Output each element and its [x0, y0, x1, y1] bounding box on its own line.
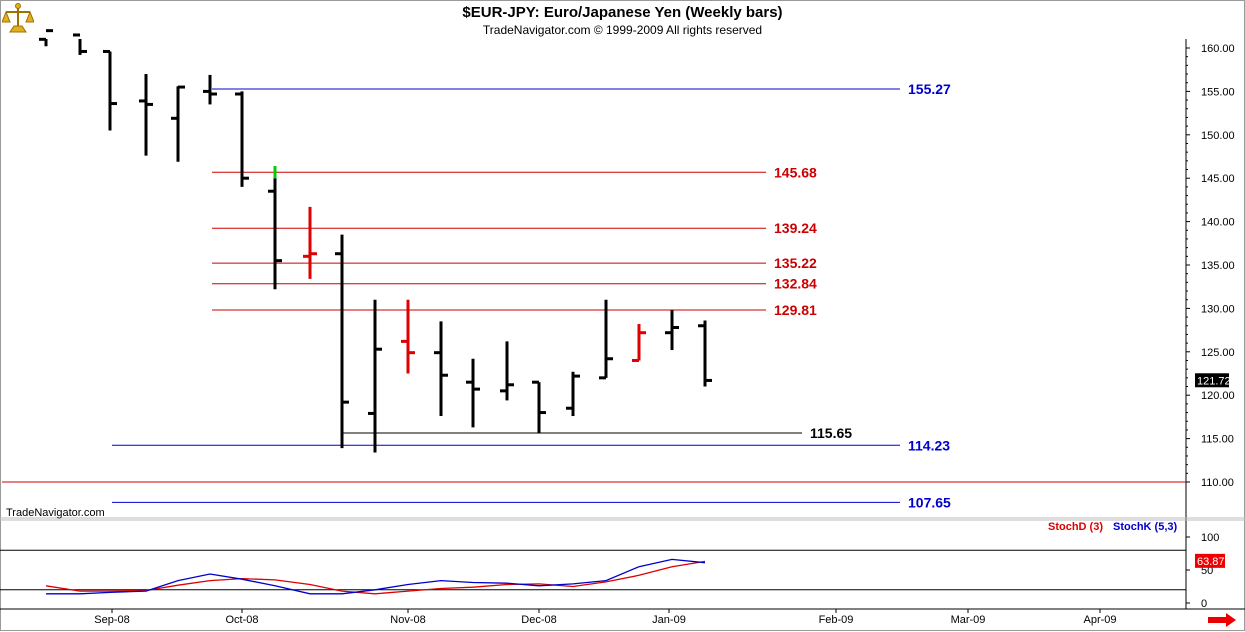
ohlc-bar	[203, 74, 217, 105]
y-tick-label: 115.00	[1201, 434, 1234, 446]
ohlc-bar	[303, 206, 317, 279]
ohlc-bar	[698, 320, 712, 387]
ohlc-bar	[171, 85, 185, 162]
stoch-y-tick-label: 100	[1201, 532, 1219, 544]
level-label: 115.65	[810, 425, 852, 441]
chart-title: $EUR-JPY: Euro/Japanese Yen (Weekly bars…	[462, 4, 783, 21]
ohlc-bar	[335, 234, 349, 449]
ohlc-bar	[632, 324, 646, 362]
x-tick-label: Sep-08	[94, 614, 129, 626]
level-label: 155.27	[908, 81, 951, 97]
ohlc-bar	[73, 33, 87, 55]
watermark-label: TradeNavigator.com	[6, 507, 105, 519]
level-label: 114.23	[908, 437, 950, 453]
y-tick-label: 130.00	[1201, 303, 1235, 315]
y-tick-label: 125.00	[1201, 347, 1235, 359]
ohlc-bar	[665, 310, 679, 351]
ohlc-bar	[434, 321, 448, 417]
trade-navigator-logo-icon	[1, 2, 35, 41]
ohlc-bar	[599, 299, 613, 380]
x-tick-label: Nov-08	[390, 614, 425, 626]
x-tick-label: Oct-08	[225, 614, 258, 626]
ohlc-bar	[268, 178, 282, 290]
level-label: 139.24	[774, 220, 817, 236]
chart-subtitle: TradeNavigator.com © 1999-2009 All right…	[482, 23, 763, 37]
x-tick-label: Mar-09	[951, 614, 986, 626]
ohlc-bar	[466, 358, 480, 428]
level-label: 129.81	[774, 302, 817, 318]
stoch-y-tick-label: 0	[1201, 598, 1207, 610]
y-tick-label: 135.00	[1201, 260, 1235, 272]
ohlc-bar	[500, 341, 514, 401]
y-tick-label: 150.00	[1201, 130, 1235, 142]
x-tick-label: Dec-08	[521, 614, 556, 626]
ohlc-bar	[235, 91, 249, 187]
y-tick-label: 145.00	[1201, 173, 1235, 185]
stoch-k-legend: StochK (5,3)	[1113, 521, 1178, 533]
x-tick-label: Jan-09	[652, 614, 686, 626]
price-y-axis: 160.00 155.00 150.00 145.00 140.00 135.00 130.…	[1186, 43, 1235, 489]
last-price-box	[1195, 373, 1229, 388]
stoch-d-line	[45, 560, 706, 595]
ohlc-bar	[566, 371, 580, 417]
x-tick-label: Apr-09	[1083, 614, 1116, 626]
level-label: 107.65	[908, 494, 951, 510]
level-label: 132.84	[774, 276, 817, 292]
stoch-d-legend: StochD (3)	[1048, 521, 1103, 533]
stoch-k-line	[46, 558, 706, 595]
y-tick-label: 110.00	[1201, 477, 1234, 489]
right-arrow-icon[interactable]	[1208, 613, 1236, 632]
stoch-last-value-box	[1195, 553, 1225, 568]
level-label: 145.68	[774, 164, 817, 180]
ohlc-bar	[139, 74, 153, 156]
ohlc-bar	[39, 29, 53, 47]
y-tick-label: 155.00	[1201, 86, 1235, 98]
level-label: 135.22	[774, 255, 817, 271]
ohlc-bar	[401, 299, 415, 374]
last-price-label: 121.72	[1197, 375, 1231, 387]
ohlc-bar	[532, 380, 546, 433]
y-tick-label: 120.00	[1201, 390, 1235, 402]
ohlc-bar	[368, 299, 382, 453]
y-tick-label: 140.00	[1201, 217, 1235, 229]
y-tick-label: 160.00	[1201, 43, 1235, 55]
x-tick-label: Feb-09	[819, 614, 854, 626]
ohlc-bar	[103, 49, 117, 131]
stoch-y-tick-label: 50	[1201, 565, 1213, 577]
stoch-last-value-label: 63.87	[1197, 556, 1225, 568]
